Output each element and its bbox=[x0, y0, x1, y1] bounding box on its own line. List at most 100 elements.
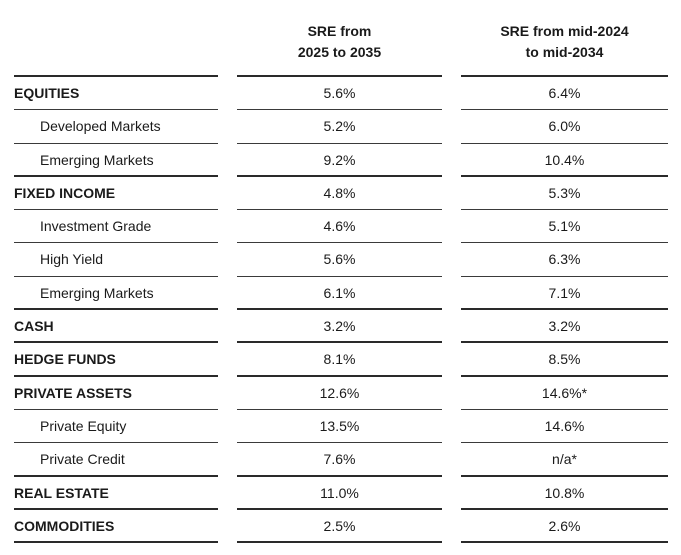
value-mid2024-mid2034: 5.1% bbox=[548, 218, 581, 235]
row-label: PRIVATE ASSETS bbox=[14, 384, 132, 401]
header-rule bbox=[14, 75, 218, 77]
header-rule bbox=[237, 75, 442, 77]
value-mid2024-mid2034: 10.8% bbox=[544, 484, 585, 501]
table-body: EQUITIES 5.6% 6.4% Developed Markets 5.2… bbox=[0, 77, 681, 544]
table-row: CASH 3.2% 3.2% bbox=[0, 310, 681, 344]
value-2025-2035: 4.8% bbox=[323, 184, 356, 201]
column-header-mid2024-mid2034: SRE from mid-2024 to mid-2034 bbox=[461, 21, 668, 63]
row-divider bbox=[461, 109, 668, 111]
table-row: FIXED INCOME 4.8% 5.3% bbox=[0, 177, 681, 211]
row-divider bbox=[461, 541, 668, 544]
row-divider bbox=[237, 174, 442, 177]
value-mid2024-mid2034: n/a* bbox=[552, 451, 577, 468]
column-header-line: SRE from bbox=[307, 23, 372, 39]
row-label: Emerging Markets bbox=[40, 284, 154, 301]
table-row: High Yield 5.6% 6.3% bbox=[0, 243, 681, 277]
row-divider bbox=[461, 374, 668, 377]
header-rule bbox=[461, 75, 668, 77]
row-divider bbox=[461, 142, 668, 144]
table-row: Emerging Markets 9.2% 10.4% bbox=[0, 144, 681, 177]
row-divider bbox=[14, 442, 218, 444]
row-divider bbox=[14, 341, 218, 344]
value-mid2024-mid2034: 3.2% bbox=[548, 318, 581, 335]
row-divider bbox=[14, 507, 218, 510]
row-divider bbox=[237, 209, 442, 211]
row-divider bbox=[237, 341, 442, 344]
row-divider bbox=[237, 308, 442, 311]
value-2025-2035: 5.6% bbox=[323, 251, 356, 268]
table-row: COMMODITIES 2.5% 2.6% bbox=[0, 510, 681, 544]
row-divider bbox=[237, 541, 442, 544]
value-mid2024-mid2034: 6.4% bbox=[548, 85, 581, 101]
table-row: REAL ESTATE 11.0% 10.8% bbox=[0, 477, 681, 510]
value-mid2024-mid2034: 14.6% bbox=[544, 417, 585, 434]
row-label: Private Credit bbox=[40, 451, 125, 468]
row-divider bbox=[237, 142, 442, 144]
row-divider bbox=[461, 474, 668, 477]
table-header: SRE from 2025 to 2035 SRE from mid-2024 … bbox=[0, 0, 681, 76]
value-mid2024-mid2034: 14.6%* bbox=[541, 384, 588, 401]
row-divider bbox=[461, 408, 668, 410]
value-2025-2035: 4.6% bbox=[323, 218, 356, 235]
table-row: Investment Grade 4.6% 5.1% bbox=[0, 210, 681, 244]
row-label: REAL ESTATE bbox=[14, 484, 109, 501]
value-mid2024-mid2034: 10.4% bbox=[544, 151, 585, 168]
value-2025-2035: 5.6% bbox=[323, 85, 356, 101]
row-divider bbox=[461, 308, 668, 311]
value-2025-2035: 11.0% bbox=[320, 484, 359, 501]
row-label: Emerging Markets bbox=[40, 151, 154, 168]
value-2025-2035: 9.2% bbox=[323, 151, 356, 168]
table-row: HEDGE FUNDS 8.1% 8.5% bbox=[0, 343, 681, 377]
row-label: Investment Grade bbox=[40, 218, 152, 235]
row-label: High Yield bbox=[40, 251, 104, 268]
row-label: Private Equity bbox=[40, 417, 127, 434]
row-divider bbox=[14, 142, 218, 144]
row-divider bbox=[237, 242, 442, 244]
value-mid2024-mid2034: 5.3% bbox=[548, 184, 581, 201]
row-label: FIXED INCOME bbox=[14, 184, 116, 201]
table-row: Emerging Markets 6.1% 7.1% bbox=[0, 277, 681, 311]
row-divider bbox=[14, 408, 218, 410]
column-header-line: to mid-2034 bbox=[525, 44, 604, 60]
row-divider bbox=[14, 541, 218, 544]
row-divider bbox=[14, 374, 218, 377]
column-header-line: SRE from mid-2024 bbox=[500, 23, 629, 39]
row-divider bbox=[14, 242, 218, 244]
row-divider bbox=[237, 507, 442, 510]
value-mid2024-mid2034: 8.5% bbox=[548, 351, 581, 368]
value-mid2024-mid2034: 2.6% bbox=[548, 517, 581, 534]
row-divider bbox=[461, 341, 668, 344]
value-mid2024-mid2034: 7.1% bbox=[548, 284, 581, 301]
row-divider bbox=[14, 109, 218, 111]
row-divider bbox=[237, 442, 442, 444]
value-2025-2035: 2.5% bbox=[323, 517, 356, 534]
row-divider bbox=[14, 474, 218, 477]
value-2025-2035: 3.2% bbox=[323, 318, 356, 335]
row-divider bbox=[14, 209, 218, 211]
row-divider bbox=[461, 507, 668, 510]
row-divider bbox=[237, 374, 442, 377]
row-divider bbox=[237, 275, 442, 277]
value-2025-2035: 7.6% bbox=[323, 451, 356, 468]
value-2025-2035: 8.1% bbox=[323, 351, 356, 368]
table-row: Developed Markets 5.2% 6.0% bbox=[0, 110, 681, 144]
value-2025-2035: 6.1% bbox=[323, 284, 356, 301]
row-divider bbox=[461, 242, 668, 244]
row-label: HEDGE FUNDS bbox=[14, 351, 116, 368]
value-mid2024-mid2034: 6.0% bbox=[548, 118, 581, 135]
column-header-2025-2035: SRE from 2025 to 2035 bbox=[237, 21, 442, 63]
row-label: CASH bbox=[14, 318, 54, 335]
value-2025-2035: 5.2% bbox=[323, 118, 356, 135]
table-row: PRIVATE ASSETS 12.6% 14.6%* bbox=[0, 377, 681, 410]
row-label: COMMODITIES bbox=[14, 517, 115, 534]
row-divider bbox=[461, 442, 668, 444]
column-header-line: 2025 to 2035 bbox=[297, 44, 382, 60]
row-divider bbox=[461, 209, 668, 211]
row-divider bbox=[237, 408, 442, 410]
row-divider bbox=[14, 275, 218, 277]
value-2025-2035: 13.5% bbox=[319, 417, 360, 434]
table-row: Private Credit 7.6% n/a* bbox=[0, 443, 681, 477]
value-2025-2035: 12.6% bbox=[319, 384, 360, 401]
value-mid2024-mid2034: 6.3% bbox=[548, 251, 581, 268]
table-row: EQUITIES 5.6% 6.4% bbox=[0, 77, 681, 111]
